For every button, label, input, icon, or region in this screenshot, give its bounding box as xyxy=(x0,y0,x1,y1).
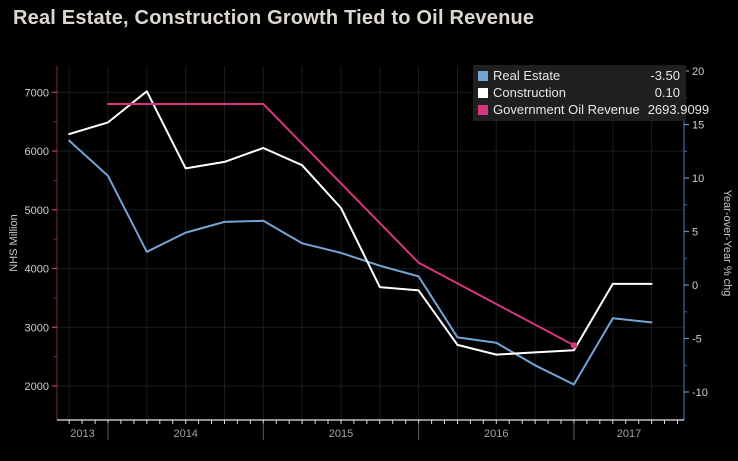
series-lines xyxy=(68,90,653,386)
legend-label: Real Estate xyxy=(493,68,561,83)
legend-swatch-real-estate xyxy=(478,70,488,81)
svg-text:2000: 2000 xyxy=(25,381,49,393)
legend-row: Real Estate -3.50 xyxy=(478,67,680,84)
svg-text:2015: 2015 xyxy=(329,428,353,440)
series-government-oil-revenue xyxy=(107,103,575,347)
svg-text:2017: 2017 xyxy=(617,428,641,440)
x-axis: 2013 2014 2015 2016 2017 xyxy=(57,419,684,440)
series-construction xyxy=(68,90,653,356)
legend-row: Construction 0.10 xyxy=(478,84,680,101)
legend-label: Government Oil Revenue xyxy=(493,102,640,117)
svg-text:2016: 2016 xyxy=(484,428,508,440)
svg-text:-5: -5 xyxy=(692,334,702,346)
left-axis: 2000 3000 4000 5000 6000 7000 NHS Million xyxy=(8,66,58,420)
right-axis: -10 -5 0 5 10 15 20 Year-over-Year % chg xyxy=(683,66,733,420)
svg-text:5000: 5000 xyxy=(25,205,49,217)
svg-text:Year-over-Year % chg: Year-over-Year % chg xyxy=(721,190,733,297)
svg-text:15: 15 xyxy=(692,120,704,132)
svg-text:6000: 6000 xyxy=(25,146,49,158)
series-real-estate xyxy=(68,139,653,386)
legend-swatch-government-oil-revenue xyxy=(478,104,488,115)
legend-value: 0.10 xyxy=(654,85,680,100)
svg-text:4000: 4000 xyxy=(25,264,49,276)
svg-text:7000: 7000 xyxy=(25,87,49,99)
svg-text:0: 0 xyxy=(692,280,698,292)
svg-text:NHS Million: NHS Million xyxy=(8,214,20,271)
svg-text:10: 10 xyxy=(692,173,704,185)
svg-text:3000: 3000 xyxy=(25,322,49,334)
legend-label: Construction xyxy=(493,85,566,100)
legend-value: -3.50 xyxy=(650,68,680,83)
legend-row: Government Oil Revenue 2693.9099 xyxy=(478,101,709,118)
grid xyxy=(57,66,684,420)
svg-text:2014: 2014 xyxy=(173,428,197,440)
page-title: Real Estate, Construction Growth Tied to… xyxy=(13,7,535,29)
svg-text:2013: 2013 xyxy=(70,428,94,440)
legend-value: 2693.9099 xyxy=(647,102,710,117)
legend: Real Estate -3.50 Construction 0.10 Gove… xyxy=(473,65,709,121)
svg-text:-10: -10 xyxy=(692,387,708,399)
svg-text:5: 5 xyxy=(692,227,698,239)
svg-text:20: 20 xyxy=(692,66,704,78)
legend-swatch-construction xyxy=(478,87,488,98)
series-end-dot xyxy=(570,342,578,349)
